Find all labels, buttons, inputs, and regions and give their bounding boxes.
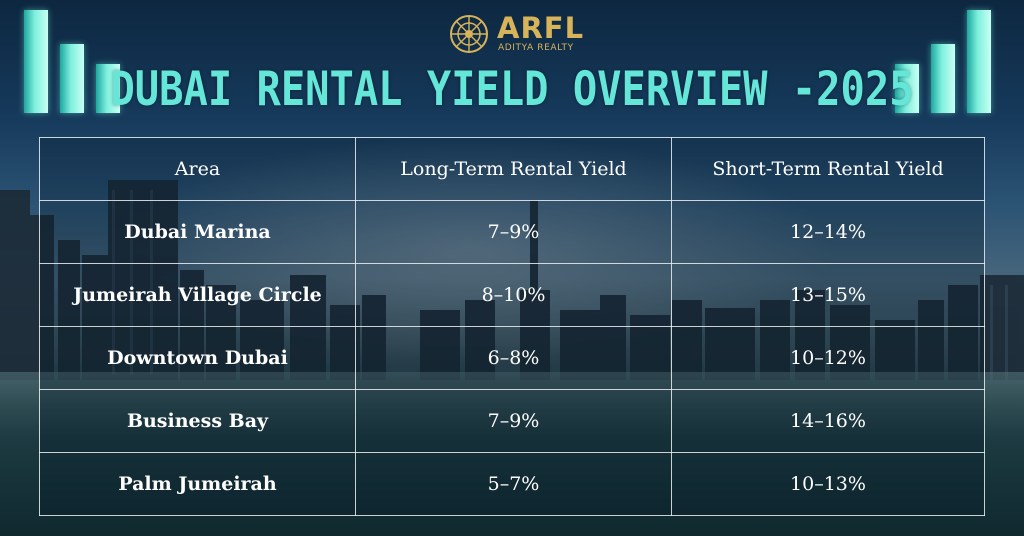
long-term-yield-cell: 6–8%	[355, 326, 672, 390]
long-term-yield-cell: 7–9%	[355, 200, 672, 264]
company-logo: ARFL ADITYA REALTY	[449, 12, 589, 58]
area-cell: Business Bay	[39, 389, 356, 453]
short-term-yield-cell: 10–12%	[671, 326, 985, 390]
table-row: Dubai Marina 7–9% 12–14%	[39, 200, 985, 264]
column-header-area: Area	[39, 137, 356, 201]
logo-emblem-icon	[450, 15, 488, 53]
column-header-long-term: Long-Term Rental Yield	[355, 137, 672, 201]
table-row: Downtown Dubai 6–8% 10–12%	[39, 326, 985, 390]
short-term-yield-cell: 10–13%	[671, 452, 985, 516]
table-row: Business Bay 7–9% 14–16%	[39, 389, 985, 453]
table-header-row: Area Long-Term Rental Yield Short-Term R…	[39, 137, 985, 201]
logo-subtitle: ADITYA REALTY	[498, 43, 574, 53]
logo-brand-text: ARFL	[497, 11, 585, 45]
table-row: Palm Jumeirah 5–7% 10–13%	[39, 452, 985, 516]
page-title: DUBAI RENTAL YIELD OVERVIEW -2025	[110, 62, 914, 117]
area-cell: Dubai Marina	[39, 200, 356, 264]
rental-yield-table: Area Long-Term Rental Yield Short-Term R…	[39, 137, 985, 516]
long-term-yield-cell: 7–9%	[355, 389, 672, 453]
column-header-short-term: Short-Term Rental Yield	[671, 137, 985, 201]
area-cell: Downtown Dubai	[39, 326, 356, 390]
short-term-yield-cell: 12–14%	[671, 200, 985, 264]
area-cell: Jumeirah Village Circle	[39, 263, 356, 327]
short-term-yield-cell: 14–16%	[671, 389, 985, 453]
long-term-yield-cell: 5–7%	[355, 452, 672, 516]
long-term-yield-cell: 8–10%	[355, 263, 672, 327]
short-term-yield-cell: 13–15%	[671, 263, 985, 327]
table-row: Jumeirah Village Circle 8–10% 13–15%	[39, 263, 985, 327]
area-cell: Palm Jumeirah	[39, 452, 356, 516]
